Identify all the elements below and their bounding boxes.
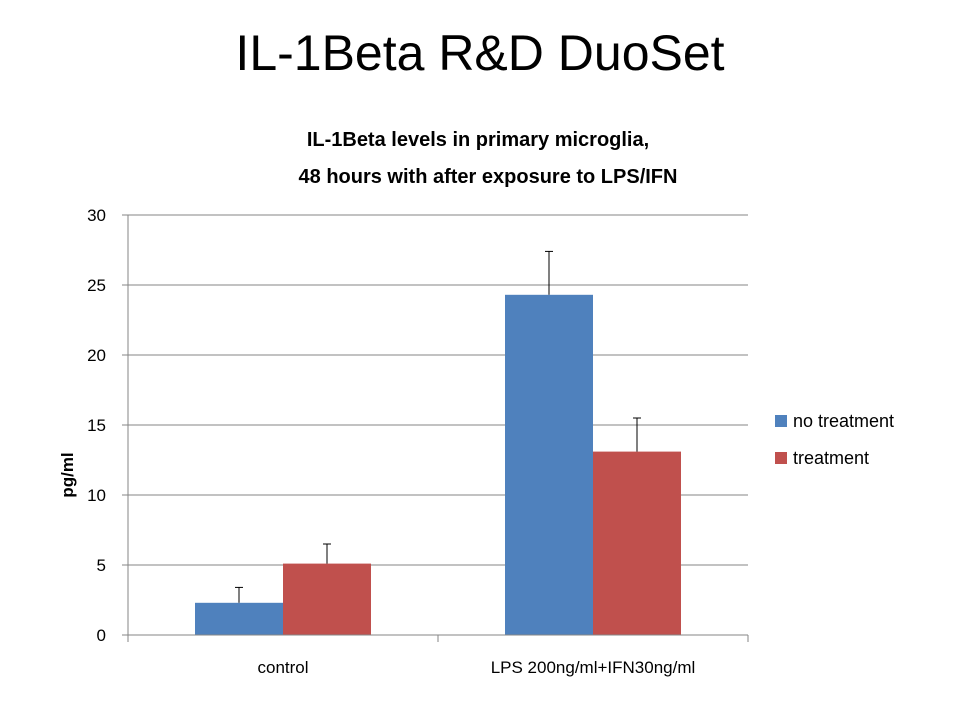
y-tick-label: 20 — [87, 346, 106, 365]
error-bars — [235, 250, 641, 603]
legend-label: treatment — [793, 448, 869, 468]
bar-no-treatment-1 — [195, 602, 283, 635]
y-tick-label: 0 — [97, 626, 106, 645]
y-tick-label: 30 — [87, 206, 106, 225]
bars — [195, 294, 681, 635]
legend-swatch — [775, 452, 787, 464]
y-axis-label: pg/ml — [58, 452, 77, 497]
chart-title-line-2: 48 hours with after exposure to LPS/IFN — [299, 166, 678, 188]
legend-swatch — [775, 415, 787, 427]
y-tick-labels: 0 5 10 15 20 25 30 — [87, 206, 106, 645]
x-tick-label: LPS 200ng/ml+IFN30ng/ml — [491, 658, 696, 677]
gridlines — [122, 214, 748, 636]
y-tick-label: 5 — [97, 556, 106, 575]
y-tick-label: 15 — [87, 416, 106, 435]
x-tick-label: control — [257, 658, 308, 677]
y-tick-label: 10 — [87, 486, 106, 505]
slide-title: IL-1Beta R&D DuoSet — [235, 25, 725, 81]
legend: no treatment treatment — [775, 411, 894, 468]
chart-title-line-1: IL-1Beta levels in primary microglia, — [307, 129, 649, 151]
bar-no-treatment-2 — [505, 294, 593, 635]
bar-treatment-1 — [283, 563, 371, 635]
y-tick-label: 25 — [87, 276, 106, 295]
x-tick-labels: control LPS 200ng/ml+IFN30ng/ml — [257, 658, 695, 677]
bar-treatment-2 — [593, 451, 681, 635]
axes — [127, 215, 749, 642]
legend-label: no treatment — [793, 411, 894, 431]
